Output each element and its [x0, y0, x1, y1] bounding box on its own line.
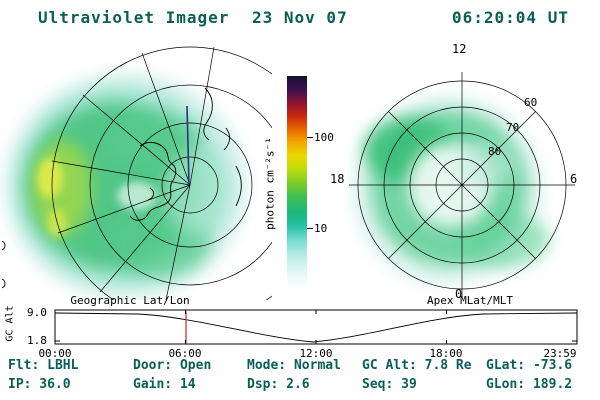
app-title: Ultraviolet Imager	[38, 8, 230, 27]
gc-alt-panel	[54, 309, 578, 345]
status-glat: GLat: -73.6	[486, 358, 573, 373]
status-glon: GLon: 189.2	[486, 377, 573, 392]
geographic-map-panel	[1, 46, 272, 300]
status-seq: Seq: 39	[362, 377, 417, 392]
xtick-0000: 00:00	[38, 347, 72, 360]
auroral-image-apex	[352, 95, 550, 285]
status-dsp: Dsp: 2.6	[247, 377, 310, 392]
colorbar-tick-100: 100	[314, 131, 334, 144]
colorbar-tick-mark-100	[307, 137, 313, 138]
gc-alt-plot-frame	[54, 309, 578, 345]
status-flt: Flt: LBHL	[8, 358, 79, 373]
mlt-label-0: 0	[455, 287, 463, 301]
xtick-1800: 18:00	[429, 347, 463, 360]
geo-panel-caption: Geographic Lat/Lon	[70, 294, 190, 307]
gc-alt-axis-label: GC Alt	[4, 305, 16, 342]
colorbar-tick-mark-10	[307, 228, 313, 229]
spacecraft-track-line	[186, 105, 190, 186]
apex-polar-panel	[349, 72, 575, 298]
header-date: 23 Nov 07	[252, 8, 348, 27]
geographic-grid	[51, 46, 272, 300]
status-door: Door: Open	[133, 358, 212, 373]
mlat-ring-label-60: 60	[524, 96, 538, 109]
auroral-image-geographic	[5, 74, 245, 298]
status-mode: Mode: Normal	[247, 358, 341, 373]
colorbar-tick-10: 10	[314, 222, 328, 235]
mlat-ring-label-70: 70	[506, 121, 520, 134]
status-ip: IP: 36.0	[8, 377, 71, 392]
colorbar-label: photon cm⁻²s⁻¹	[263, 137, 277, 230]
mlt-label-12: 12	[452, 42, 467, 56]
colorbar	[287, 76, 307, 290]
apex-panel-caption: Apex MLat/MLT	[426, 294, 514, 307]
mlat-ring-label-80: 80	[488, 145, 502, 158]
xtick-0600: 06:00	[168, 347, 202, 360]
status-gain: Gain: 14	[133, 377, 196, 392]
mlt-label-6: 6	[570, 172, 578, 186]
apex-grid	[349, 72, 575, 298]
coastlines	[1, 87, 242, 289]
gc-alt-ytick-top: 9.0	[27, 306, 47, 319]
mlt-label-18: 18	[330, 172, 345, 186]
xtick-2359: 23:59	[543, 347, 577, 360]
xtick-1200: 12:00	[299, 347, 333, 360]
header-time: 06:20:04 UT	[452, 8, 569, 27]
gc-alt-ytick-bottom: 1.8	[27, 334, 47, 347]
status-gc-alt: GC Alt: 7.8 Re	[362, 358, 472, 373]
altitude-curve	[54, 312, 578, 343]
gc-alt-ticks	[54, 310, 578, 344]
